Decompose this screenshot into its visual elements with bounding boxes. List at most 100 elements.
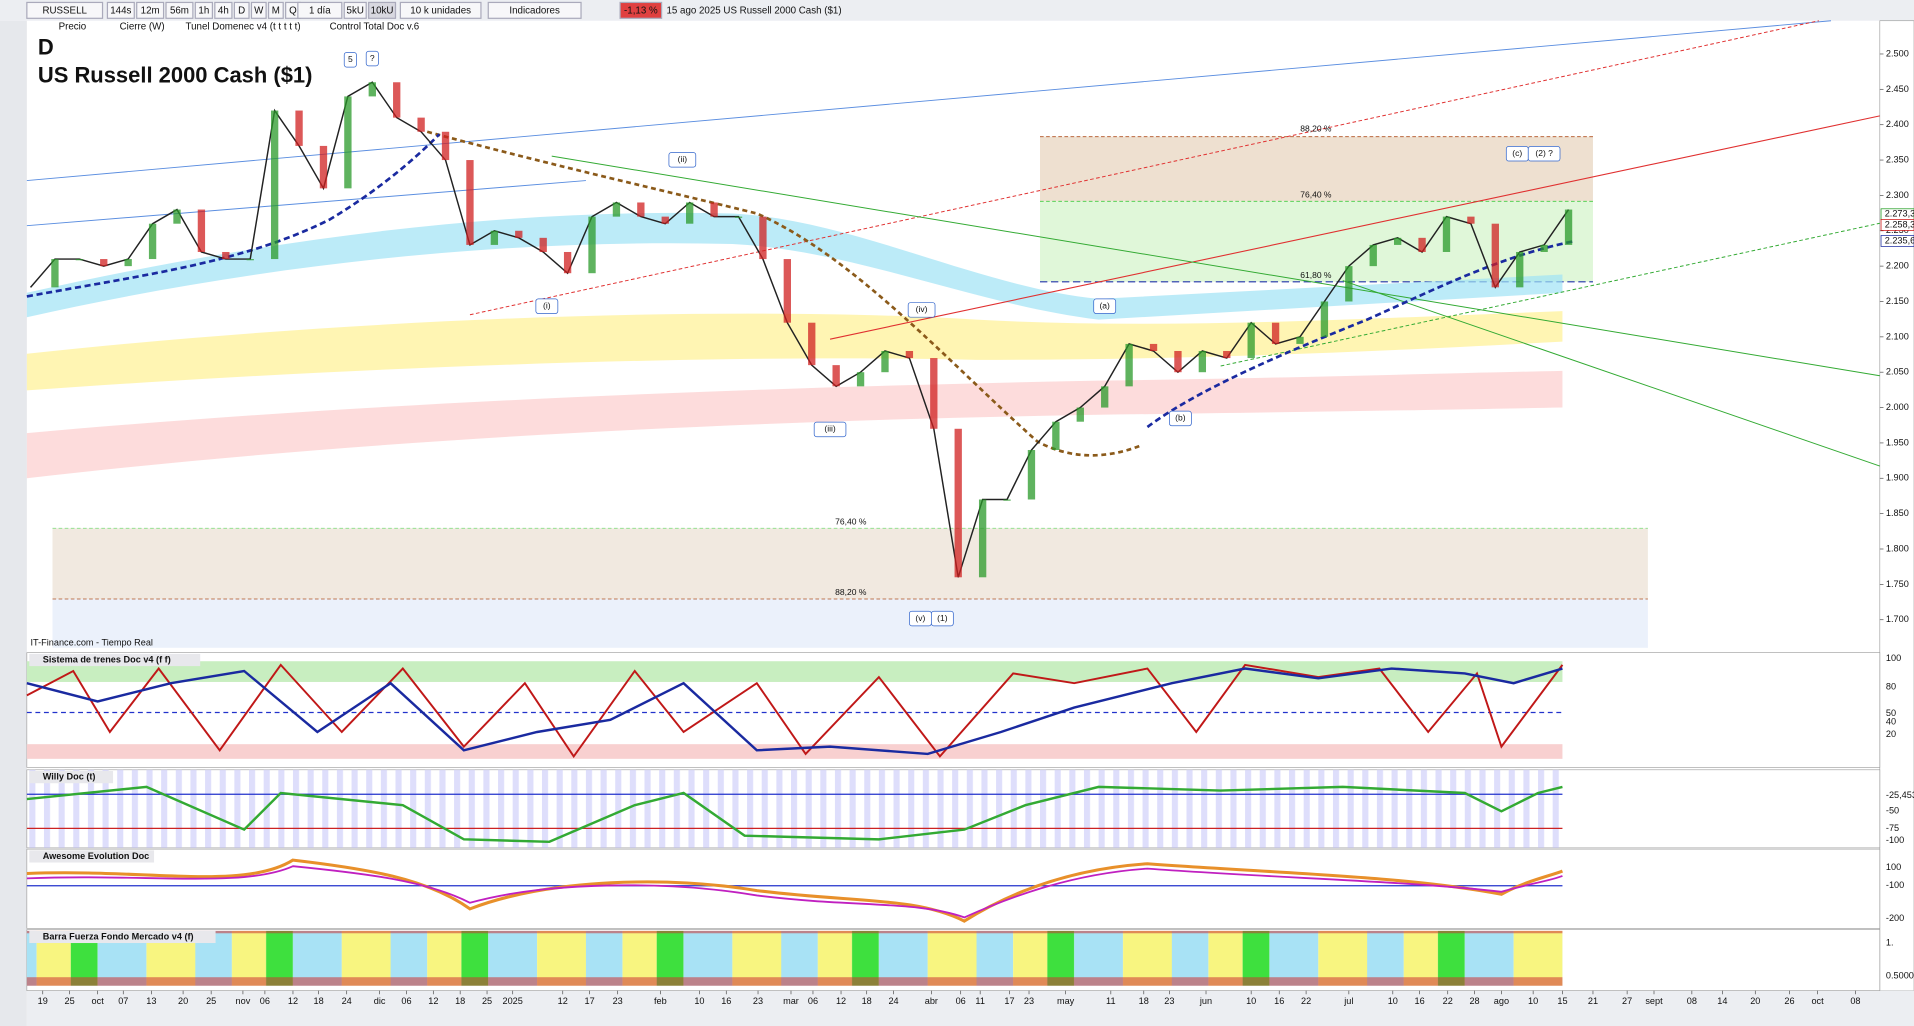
candle: [1125, 343, 1133, 387]
x-tick-label: 10: [1388, 996, 1398, 1006]
candle: [344, 96, 352, 189]
timeframe-button-bg[interactable]: [165, 1, 194, 19]
panel-tick-label: -75: [1886, 823, 1899, 833]
x-tick-label: 24: [888, 996, 898, 1006]
panel-title-bg: [29, 930, 216, 944]
info: 15 ago 2025 US Russell 2000 Cash ($1): [666, 6, 841, 17]
timeframe-button-bg[interactable]: [233, 1, 250, 19]
timeframe-button[interactable]: 56m: [170, 6, 189, 17]
candle: [1320, 301, 1329, 337]
timeframe-button[interactable]: 4h: [218, 6, 229, 17]
last-price-label: 2.258,3: [1885, 219, 1914, 229]
candle: [1027, 449, 1036, 500]
timeframe-button-bg[interactable]: [214, 1, 233, 19]
wave-label: (c): [1512, 148, 1522, 158]
candle: [661, 216, 669, 224]
panel-title[interactable]: Sistema de trenes Doc v4 (f f): [43, 654, 171, 664]
fib-label: 76,40 %: [835, 516, 867, 526]
x-tick-label: 06: [956, 996, 966, 1006]
units-button[interactable]: 5kU: [347, 6, 364, 17]
x-tick-label: 10: [1528, 996, 1538, 1006]
panel-tick-label: 20: [1886, 729, 1896, 739]
units-select[interactable]: 10 k unidades: [410, 6, 471, 17]
x-tick-label: dic: [374, 996, 386, 1006]
candle: [441, 131, 450, 161]
x-tick-label: 12: [288, 996, 298, 1006]
candle: [1003, 499, 1011, 501]
symbol-input-bg[interactable]: [26, 1, 104, 19]
trend-line: [469, 20, 1819, 316]
panel-title[interactable]: Barra Fuerza Fondo Mercado v4 (f): [43, 931, 194, 941]
x-tick-label: 18: [455, 996, 465, 1006]
timeframe-button-bg[interactable]: [106, 1, 135, 19]
cloud-band: [26, 212, 1563, 320]
candle: [1149, 343, 1158, 351]
indicators-button[interactable]: Indicadores: [509, 6, 560, 17]
timeframe-button[interactable]: 1h: [198, 6, 209, 17]
x-tick-label: 16: [1415, 996, 1425, 1006]
last-price-label: 2.273,3: [1885, 209, 1914, 219]
x-tick-label: sept: [1645, 996, 1663, 1006]
candle: [173, 209, 181, 224]
indicators-button-bg[interactable]: [487, 1, 582, 19]
legend-item[interactable]: Tunel Domenec v4 (t t t t t): [186, 21, 301, 32]
legend-item[interactable]: Precio: [59, 21, 87, 32]
units-button-bg[interactable]: [368, 1, 397, 19]
x-tick-label: 12: [428, 996, 438, 1006]
wave-label: (2) ?: [1535, 148, 1553, 158]
panel-title[interactable]: Awesome Evolution Doc: [43, 851, 150, 861]
x-tick-label: 16: [721, 996, 731, 1006]
timeframe-button-bg[interactable]: [250, 1, 267, 19]
x-tick-label: 11: [975, 996, 985, 1006]
timeframe-button[interactable]: Q: [289, 6, 297, 17]
wave-label: (v): [915, 613, 925, 623]
candle: [1418, 237, 1426, 252]
panel-line: [26, 865, 1563, 919]
x-tick-label: 08: [1687, 996, 1697, 1006]
wave-label: (iv): [916, 304, 928, 314]
x-tick-label: 24: [342, 996, 352, 1006]
y-tick-label: 2.150: [1886, 296, 1909, 306]
candle: [1491, 223, 1499, 288]
wave-label: (iii): [824, 424, 836, 434]
panel-tick-label: -25,453: [1886, 790, 1914, 800]
panel-line: [26, 663, 1564, 759]
x-tick-label: oct: [92, 996, 105, 1006]
candle: [1174, 350, 1182, 373]
units-button[interactable]: 10kU: [371, 6, 394, 17]
x-tick-label: jun: [1199, 996, 1212, 1006]
wave-label: 5: [348, 54, 353, 64]
timeframe-button[interactable]: M: [272, 6, 280, 17]
candle: [515, 230, 523, 238]
units-button-bg[interactable]: [343, 1, 367, 19]
x-tick-label: mar: [783, 996, 799, 1006]
wave-box: [907, 302, 936, 318]
timeframe-button-bg[interactable]: [136, 1, 165, 19]
candle: [1076, 407, 1084, 422]
timeframe-button-bg[interactable]: [267, 1, 284, 19]
timeframe-button[interactable]: 144s: [110, 6, 131, 17]
symbol-input[interactable]: RUSSELL: [42, 6, 87, 17]
change-badge-bg[interactable]: [619, 1, 663, 19]
x-tick-label: ago: [1494, 996, 1509, 1006]
timeframe-button[interactable]: D: [238, 6, 245, 17]
legend-item[interactable]: Cierre (W): [120, 21, 165, 32]
candle: [1052, 421, 1060, 450]
panel-tick-label: -100: [1886, 835, 1904, 845]
timeframe-button[interactable]: W: [254, 6, 264, 17]
change-badge[interactable]: -1,13 %: [624, 6, 658, 17]
period-select-bg[interactable]: [297, 1, 343, 19]
timeframe-button-bg[interactable]: [194, 1, 214, 19]
panel-title[interactable]: Willy Doc (t): [43, 772, 96, 782]
timeframe-button[interactable]: 12m: [141, 6, 160, 17]
period-select[interactable]: 1 día: [309, 6, 331, 17]
legend-item[interactable]: Control Total Doc v.6: [330, 21, 420, 32]
trend-line: [26, 180, 586, 227]
panel-tick-label: -200: [1886, 913, 1904, 923]
y-tick-label: 1.750: [1886, 579, 1909, 589]
units-select-bg[interactable]: [399, 1, 482, 19]
candle: [759, 216, 767, 260]
x-tick-label: nov: [236, 996, 251, 1006]
